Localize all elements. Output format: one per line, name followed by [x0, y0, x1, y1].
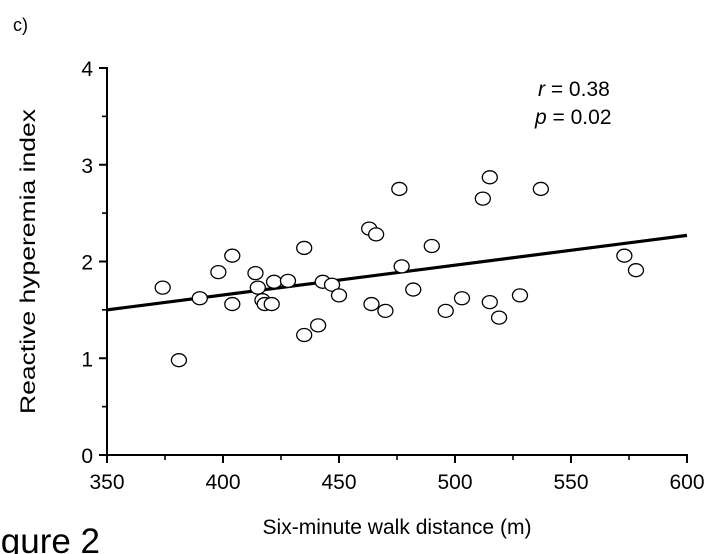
figure-caption: igure 2 [0, 522, 100, 554]
data-point [453, 291, 471, 306]
data-point [367, 227, 385, 242]
x-tick-label: 450 [321, 471, 356, 494]
data-point [481, 170, 498, 185]
data-point [263, 296, 280, 312]
points-layer [154, 170, 645, 368]
data-point [296, 327, 313, 343]
data-point [437, 303, 454, 318]
p-value: = 0.02 [547, 106, 612, 129]
data-point [296, 240, 313, 256]
axes-layer [99, 67, 688, 463]
p-symbol: p [534, 106, 547, 129]
data-point [393, 259, 410, 274]
p-statistic: p = 0.02 [534, 106, 612, 129]
data-point [330, 288, 348, 303]
panel-label: c) [13, 15, 28, 35]
data-point [511, 288, 529, 303]
data-point [323, 277, 341, 292]
labels-layer: 350 400 450 500 550 600 0 1 2 3 4 Six-minute walk d… [17, 58, 705, 539]
data-point [377, 303, 394, 318]
data-point [616, 248, 633, 263]
data-point [224, 296, 241, 312]
data-point [474, 191, 491, 206]
data-point [423, 238, 440, 254]
data-point [279, 273, 297, 289]
data-point [481, 294, 498, 310]
x-axis-label: Six-minute walk distance (m) [263, 516, 532, 539]
r-symbol: r [538, 78, 546, 101]
data-point [249, 280, 266, 295]
data-point [532, 181, 549, 197]
x-tick-label: 600 [669, 471, 704, 494]
data-point [224, 248, 241, 263]
data-point [154, 280, 171, 295]
y-tick-label: 3 [81, 155, 93, 178]
data-point [170, 353, 188, 368]
x-tick-label: 400 [205, 471, 240, 494]
y-tick-label: 1 [81, 348, 93, 371]
data-point [265, 274, 283, 289]
data-point [247, 265, 264, 281]
x-tick-label: 350 [89, 471, 124, 494]
data-point [210, 264, 227, 280]
data-point [490, 310, 508, 325]
y-tick-label: 2 [81, 252, 93, 275]
data-point [391, 181, 408, 197]
x-tick-label: 550 [553, 471, 588, 494]
x-tick-label: 500 [437, 471, 472, 494]
r-statistic: r = 0.38 [538, 78, 610, 101]
y-tick-label: 0 [81, 445, 93, 468]
y-axis-label: Reactive hyperemia index [17, 108, 40, 414]
data-point [405, 282, 422, 297]
r-value: = 0.38 [545, 78, 610, 101]
y-tick-label: 4 [81, 58, 93, 81]
data-point [309, 318, 327, 333]
data-point [627, 263, 645, 278]
data-point [363, 296, 380, 312]
data-point [191, 291, 208, 306]
